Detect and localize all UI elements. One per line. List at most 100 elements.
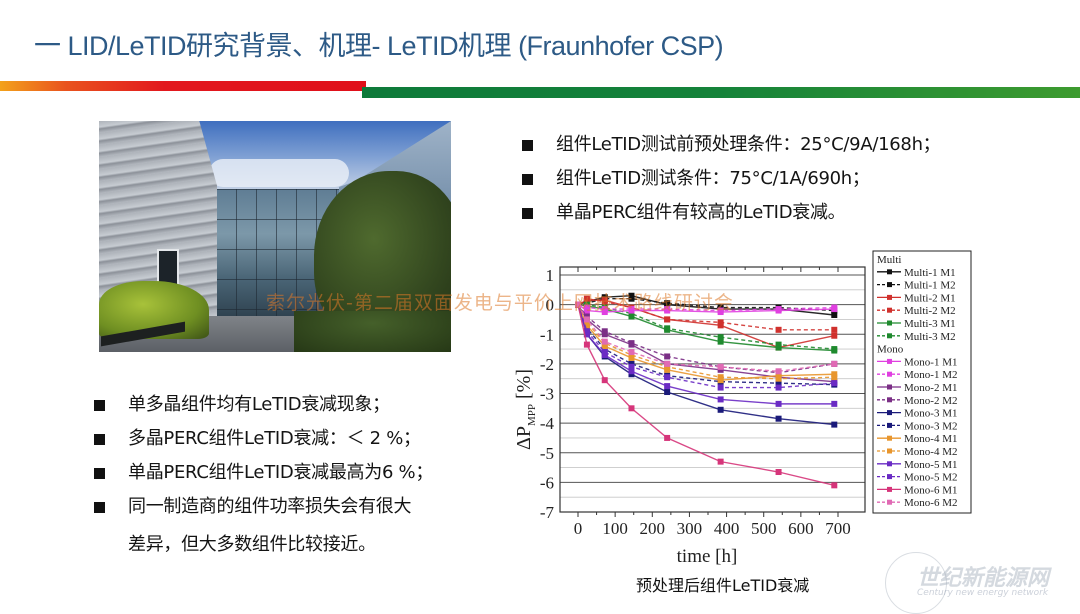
- data-point-marker: [831, 374, 838, 381]
- legend-group-header: Mono: [877, 344, 904, 356]
- data-point-marker: [583, 316, 590, 323]
- bullet-item: 同一制造商的组件功率损失会有很大: [90, 490, 433, 524]
- series-line: [577, 304, 835, 426]
- legend-swatch-marker: [887, 422, 892, 428]
- y-tick-label: -2: [540, 355, 554, 374]
- square-bullet-icon: [94, 400, 105, 411]
- legend-entry-label: Mono-1 M1: [904, 356, 957, 368]
- legend-swatch-marker: [887, 333, 892, 339]
- legend-swatch-marker: [887, 448, 892, 454]
- square-bullet-icon: [522, 140, 533, 151]
- data-point-marker: [628, 349, 635, 356]
- legend-entry-label: Multi-2 M2: [904, 305, 956, 317]
- legend-swatch-marker: [887, 307, 892, 313]
- data-point-marker: [664, 360, 671, 367]
- data-point-marker: [717, 338, 724, 345]
- legend-swatch-marker: [887, 461, 892, 467]
- building-photo: [99, 121, 451, 352]
- series-line: [577, 303, 835, 312]
- legend-entry-label: Mono-5 M2: [904, 472, 957, 484]
- data-point-marker: [583, 328, 590, 335]
- data-point-marker: [583, 341, 590, 348]
- legend-swatch-marker: [887, 486, 892, 492]
- header-band-green: [362, 87, 1080, 98]
- legend-entry-label: Mono-5 M1: [904, 459, 957, 471]
- data-point-marker: [775, 415, 782, 422]
- legend-entry-label: Mono-2 M1: [904, 382, 957, 394]
- data-point-marker: [664, 389, 671, 396]
- data-point-marker: [831, 360, 838, 367]
- data-point-marker: [628, 405, 635, 412]
- data-point-marker: [775, 368, 782, 375]
- data-point-marker: [831, 304, 838, 311]
- series-line: [577, 304, 835, 372]
- data-point-marker: [831, 332, 838, 339]
- legend-entry-label: Multi-3 M2: [904, 331, 956, 343]
- legend-swatch-marker: [887, 499, 892, 505]
- series-line: [577, 304, 835, 374]
- legend-entry-label: Multi-1 M1: [904, 267, 956, 279]
- bullet-item: 单多晶组件均有LeTID衰减现象；: [90, 388, 433, 422]
- data-point-marker: [775, 341, 782, 348]
- y-tick-label: 0: [546, 296, 555, 315]
- square-bullet-icon: [94, 434, 105, 445]
- data-point-marker: [831, 482, 838, 489]
- legend-swatch-marker: [887, 435, 892, 441]
- data-point-marker: [717, 374, 724, 381]
- x-tick-label: 500: [751, 519, 777, 538]
- data-point-marker: [775, 469, 782, 476]
- series-line: [577, 298, 835, 312]
- square-bullet-icon: [522, 174, 533, 185]
- bullet-item: 组件LeTID测试前预处理条件：25°C/9A/168h；: [518, 128, 941, 162]
- x-axis-label: time [h]: [677, 546, 738, 567]
- square-bullet-icon: [94, 502, 105, 513]
- y-axis-label: ΔPMPP [%]: [513, 369, 538, 450]
- data-point-marker: [601, 338, 608, 345]
- bullet-list-right: 组件LeTID测试前预处理条件：25°C/9A/168h； 组件LeTID测试条…: [518, 128, 941, 230]
- bullet-text: 多晶PERC组件LeTID衰减：＜ 2 %；: [128, 428, 421, 449]
- data-point-marker: [717, 334, 724, 341]
- series-line: [577, 304, 835, 487]
- bullet-item: 多晶PERC组件LeTID衰减：＜ 2 %；: [90, 422, 433, 456]
- slide-title: 一 LID/LeTID研究背景、机理- LeTID机理 (Fraunhofer …: [34, 31, 724, 61]
- data-point-marker: [664, 434, 671, 441]
- series-line: [578, 303, 835, 350]
- data-point-marker: [831, 346, 838, 353]
- bullet-text: 差异，但大多数组件比较接近。: [128, 534, 376, 555]
- data-point-marker: [664, 383, 671, 390]
- data-point-marker: [628, 363, 635, 370]
- y-tick-label: -1: [540, 325, 554, 344]
- series-line: [577, 304, 835, 383]
- x-tick-label: 400: [714, 519, 740, 538]
- data-point-marker: [664, 325, 671, 332]
- data-point-marker: [775, 400, 782, 407]
- x-tick-label: 300: [677, 519, 703, 538]
- x-tick-label: 700: [825, 519, 851, 538]
- chart-canvas: 0 100 200 300 400 500 600 700 1 0 -1 -2 -3 -4 -5 -6 -7 ti…: [513, 250, 972, 567]
- plot-frame: [559, 266, 866, 513]
- data-point-marker: [717, 363, 724, 370]
- y-tick-label: -5: [540, 444, 554, 463]
- data-point-marker: [628, 368, 635, 375]
- legend-swatch-marker: [887, 358, 892, 364]
- bullet-item: 组件LeTID测试条件：75°C/1A/690h；: [518, 162, 940, 196]
- bullet-continuation: 差异，但大多数组件比较接近。: [90, 528, 433, 562]
- legend-group-header: Multi: [877, 254, 901, 266]
- bullet-list-left: 单多晶组件均有LeTID衰减现象； 多晶PERC组件LeTID衰减：＜ 2 %；…: [90, 388, 433, 562]
- data-point-marker: [717, 319, 724, 326]
- x-tick-label: 600: [788, 519, 814, 538]
- data-point-marker: [601, 328, 608, 335]
- square-bullet-icon: [522, 208, 533, 219]
- bullet-text: 单晶PERC组件LeTID衰减最高为6 %；: [128, 462, 434, 483]
- bullet-text: 组件LeTID测试前预处理条件：25°C/9A/168h；: [556, 134, 941, 155]
- legend-swatch-marker: [887, 294, 892, 300]
- data-point-marker: [601, 306, 608, 313]
- x-tick-label: 100: [602, 519, 628, 538]
- data-point-marker: [628, 295, 635, 302]
- bullet-text: 同一制造商的组件功率损失会有很大: [128, 496, 412, 517]
- bullet-text: 单多晶组件均有LeTID衰减现象；: [128, 394, 390, 415]
- legend-swatch-marker: [887, 397, 892, 403]
- data-point-marker: [601, 298, 608, 305]
- legend-entry-label: Mono-4 M1: [904, 433, 957, 445]
- x-tick-label: 0: [574, 519, 583, 538]
